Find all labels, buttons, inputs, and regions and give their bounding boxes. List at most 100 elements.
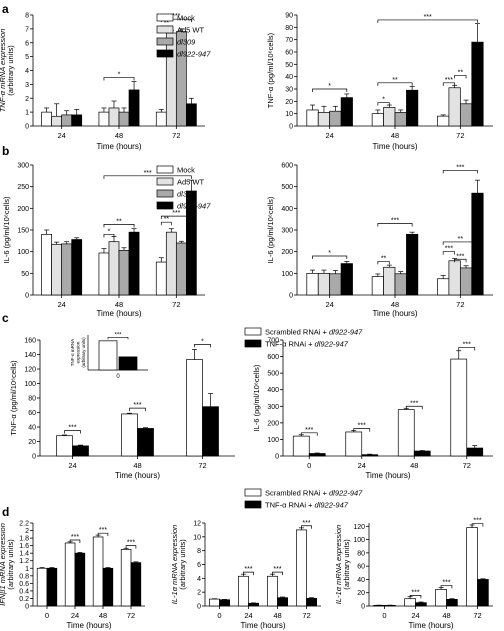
y-tick-label: 2.2 <box>19 521 29 528</box>
x-tick-label: 48 <box>442 611 450 620</box>
significance-bracket <box>458 347 476 351</box>
bar <box>404 598 416 607</box>
y-tick-label: 100 <box>281 271 293 278</box>
bar <box>435 589 447 607</box>
legend-text: dl309 <box>177 190 196 199</box>
significance-label: *** <box>244 566 252 573</box>
y-tick-label: 50 <box>285 62 293 69</box>
y-axis-label-units: (arbitrary units) <box>6 539 15 590</box>
y-tick-label: 60 <box>285 50 293 57</box>
y-axis-label-units: (arbitrary units) <box>342 539 351 590</box>
y-tick-label: 200 <box>267 420 279 427</box>
y-tick-label: 30 <box>285 87 293 94</box>
legend-swatch <box>156 201 174 210</box>
bar <box>446 599 458 607</box>
bar <box>120 549 132 607</box>
bar <box>61 243 73 296</box>
bar <box>306 272 319 296</box>
significance-label: *** <box>391 218 399 225</box>
y-tick-label: 1.6 <box>19 543 29 550</box>
y-tick-label: 1 <box>25 110 29 117</box>
chart-c1-inset: *** 0 TNF-α mRNA expression (arbitrary units… <box>70 332 148 380</box>
y-axis-label: IL-6 (pg/ml/10⁶cells) <box>252 364 261 431</box>
y-tick-label: 6 <box>25 40 29 47</box>
x-tick-label: 24 <box>57 131 65 140</box>
y-tick-label: 100 <box>267 437 279 444</box>
x-tick-label: 48 <box>273 611 281 620</box>
y-axis-label: IL-1α mRNA expression <box>334 525 343 604</box>
significance-bracket <box>405 405 423 410</box>
y-tick-label: 100 <box>24 381 36 388</box>
bar <box>296 529 307 607</box>
x-tick-label: 24 <box>57 300 65 309</box>
significance-bracket <box>442 241 478 245</box>
bar <box>108 107 120 127</box>
chart-d1: 00.20.40.60.811.21.41.61.822.20 24 48 72***… <box>0 521 145 630</box>
legend-text: Ad5 WT <box>177 26 205 35</box>
y-tick-label: 140 <box>24 352 36 359</box>
y-tick-label: 700 <box>267 338 279 345</box>
bar <box>72 445 89 457</box>
significance-label: *** <box>473 518 481 525</box>
legend-text-part: Scrambled RNAi + <box>265 489 329 498</box>
y-tick-label: 2 <box>197 590 201 597</box>
bar <box>137 428 154 457</box>
y-tick-label: 20 <box>357 590 365 597</box>
significance-label: *** <box>456 164 464 171</box>
y-tick-label: 500 <box>281 184 293 191</box>
panel-label-d: d <box>2 505 9 519</box>
legend-swatch <box>156 13 174 22</box>
x-axis-label: Time (hours) <box>66 621 111 630</box>
bar <box>36 567 48 607</box>
x-tick-label: 72 <box>198 461 206 470</box>
significance-label: *** <box>445 246 453 253</box>
y-axis-label: TNF-α (pg/ml/10⁶cells) <box>9 360 18 436</box>
y-axis-label-units: (arbitrary units) <box>6 45 15 96</box>
bar <box>108 241 120 296</box>
panel-label-c: c <box>2 311 9 325</box>
legend-text-part: dl309 <box>177 38 196 47</box>
significance-label: *** <box>445 77 453 84</box>
legend-text-part: Ad5 WT <box>177 178 205 187</box>
legend-text-part: Ad5 WT <box>177 26 205 35</box>
legend-swatch <box>156 165 174 174</box>
significance-label: *** <box>411 589 419 596</box>
y-tick-label: 80 <box>28 396 36 403</box>
bar <box>41 233 52 296</box>
bar <box>56 435 73 457</box>
bar <box>98 111 110 127</box>
bar <box>466 527 478 607</box>
bar <box>340 97 353 127</box>
legend-text-part: dl922-947 <box>315 340 349 349</box>
significance-label: *** <box>172 13 180 20</box>
significance-bracket <box>454 258 467 263</box>
x-tick-label: 72 <box>456 131 464 140</box>
y-tick-label: 600 <box>267 354 279 361</box>
legend-swatch <box>156 189 174 198</box>
bar <box>71 239 83 296</box>
significance-bracket <box>442 170 478 174</box>
significance-bracket <box>312 255 348 259</box>
bar <box>118 250 130 296</box>
x-axis-label: Time (hours) <box>96 309 141 318</box>
x-tick-label: 0 <box>382 611 386 620</box>
significance-label: *** <box>463 341 471 348</box>
bar <box>51 243 63 296</box>
legend-text-part: TNF-α RNAi + <box>265 501 315 510</box>
x-tick-label: 24 <box>244 611 252 620</box>
bar <box>155 111 167 127</box>
y-tick-label: 100 <box>17 249 29 256</box>
significance-label: *** <box>358 423 366 430</box>
y-tick-label: 0.2 <box>19 596 29 603</box>
y-axis-label: TNF-α mRNA expression <box>0 29 7 113</box>
significance-label: * <box>382 97 385 104</box>
bar <box>306 109 319 127</box>
bar <box>406 233 419 296</box>
bar <box>448 87 461 127</box>
bar <box>471 41 484 127</box>
y-tick-label: 300 <box>281 228 293 235</box>
bar <box>51 115 63 127</box>
